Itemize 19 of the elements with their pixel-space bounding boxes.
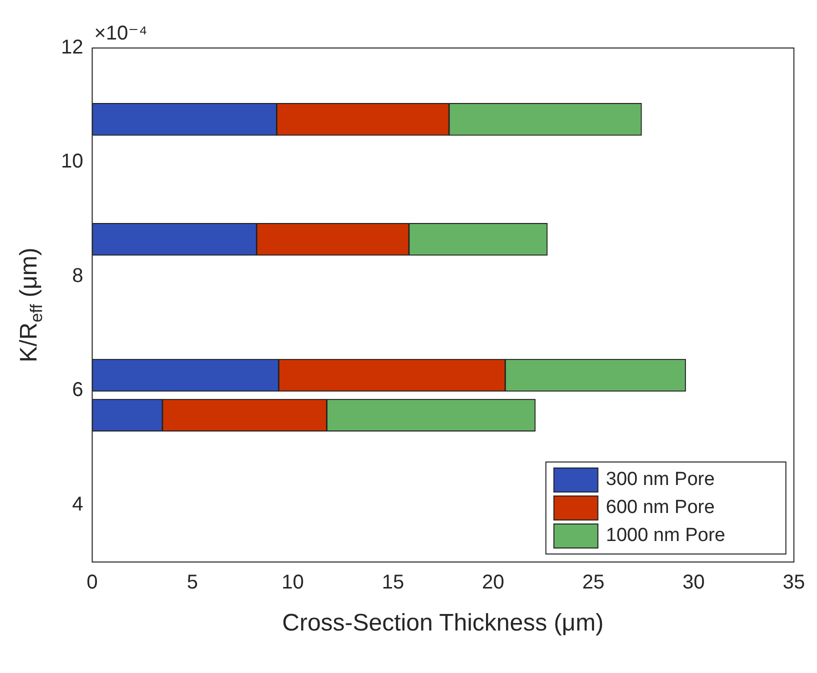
x-tick-label: 10 [282,572,304,594]
x-tick-label: 25 [582,572,605,594]
x-tick-label: 0 [86,572,98,594]
y-axis-title: K/Reff (μm) [16,248,46,362]
x-tick-label: 35 [782,572,805,594]
legend-label: 1000 nm Pore [606,525,726,546]
legend-label: 300 nm Pore [606,469,715,490]
x-tick-label: 5 [186,572,198,594]
y-tick-label: 10 [60,150,84,173]
x-tick-label: 20 [482,572,504,594]
y-tick-label: 6 [72,379,84,402]
x-tick-label: 15 [382,572,404,594]
text: ×10⁻⁴ [94,22,148,45]
legend-label: 600 nm Pore [606,497,715,518]
x-axis-title: Cross-Section Thickness (μm) [282,610,604,637]
y-tick-label: 8 [72,264,84,287]
x-tick-label: 30 [682,572,705,594]
y-tick-label: 12 [60,36,84,59]
y-tick-label: 4 [72,493,84,516]
